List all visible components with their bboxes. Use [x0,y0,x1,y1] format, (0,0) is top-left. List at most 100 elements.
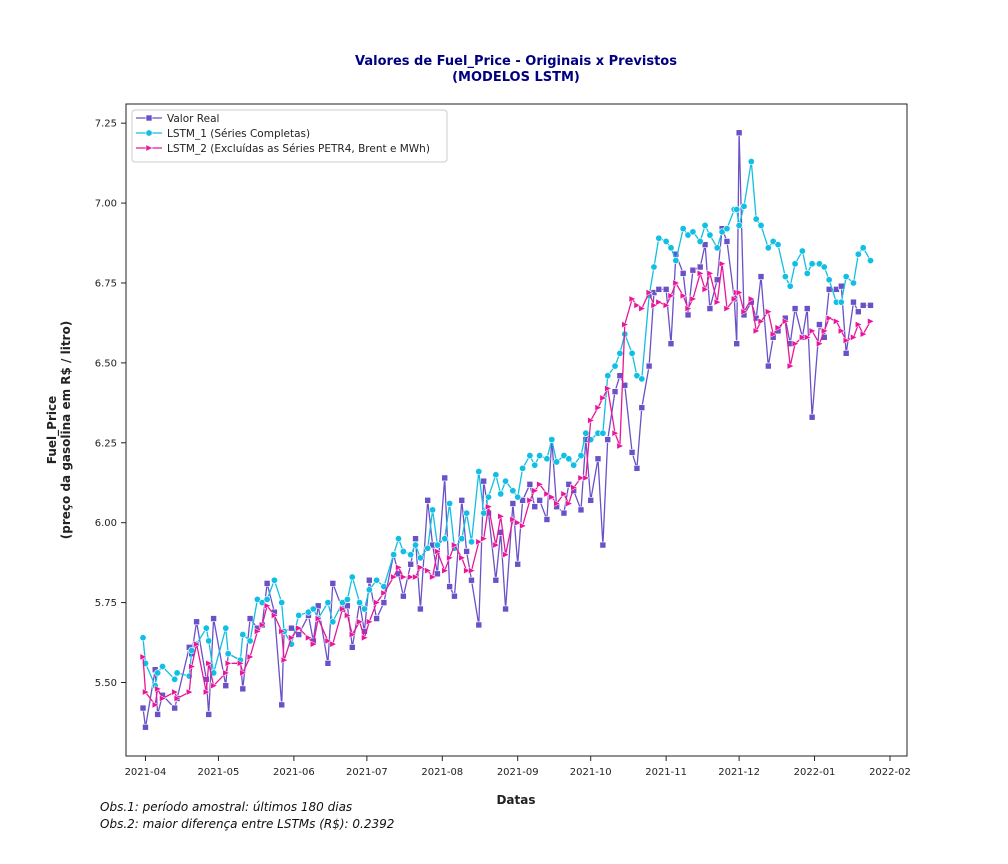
legend-marker [145,114,153,122]
data-point [548,436,556,444]
data-point [531,503,539,511]
data-point [696,263,704,271]
data-point [222,669,230,677]
data-point [645,362,653,370]
data-point [536,452,544,460]
data-point [407,551,415,559]
data-point [433,541,441,549]
data-point [324,599,332,607]
data-point [458,497,466,504]
data-point [633,372,641,380]
data-point [314,614,323,623]
data-point [838,327,846,335]
data-point [803,333,812,341]
data-point [380,599,388,606]
x-tick-label: 2021-12 [718,767,760,778]
data-point [151,701,160,709]
data-point [655,286,663,293]
data-point [765,308,773,316]
data-point [645,288,654,297]
data-point [441,567,449,575]
data-point [205,659,213,667]
data-point [246,637,254,645]
data-point [468,567,476,575]
data-point [859,302,867,309]
data-point [295,611,303,619]
data-point [502,551,510,559]
data-point [842,273,850,281]
data-point [723,225,731,233]
data-point [373,576,381,584]
data-point [786,362,795,370]
legend-item: Valor Real [136,113,219,125]
data-point [324,637,333,645]
data-point [859,244,867,252]
data-point [485,493,493,501]
data-point [798,247,806,255]
data-point [752,215,760,223]
data-point [560,509,568,517]
data-point [849,279,857,287]
data-point [808,327,817,335]
data-point [815,260,823,268]
data-point [446,583,453,590]
data-point [633,465,641,472]
data-point [239,631,247,639]
data-point [480,535,488,543]
data-point [748,295,756,303]
data-point [202,624,210,632]
data-point [502,477,510,485]
data-point [304,608,312,616]
data-point [689,228,697,236]
data-point [173,694,182,703]
x-tick-label: 2021-11 [645,767,687,778]
data-point [628,449,636,456]
data-point [158,663,166,671]
data-point [492,576,500,584]
data-point [733,340,740,348]
data-point [480,477,487,485]
data-point [599,541,607,549]
data-point [701,221,709,229]
data-point [159,694,167,703]
data-point [803,269,811,277]
data-point [278,627,286,635]
x-tick-label: 2021-06 [273,767,315,778]
data-point [655,234,663,242]
data-point [171,704,178,712]
data-point [565,481,573,488]
data-point [782,317,790,325]
data-point [536,497,543,504]
data-point [633,301,642,309]
data-point [463,509,471,517]
data-point [458,554,466,562]
y-tick-label: 6.00 [95,518,117,529]
x-tick-label: 2021-08 [421,767,463,778]
x-tick-label: 2021-05 [198,767,240,778]
data-point [594,404,603,412]
data-point [577,506,585,514]
legend-item: LSTM_1 (Séries Completas) [136,128,310,140]
y-tick-label: 6.75 [95,278,117,289]
data-point [224,650,232,658]
data-point [154,685,162,693]
data-point [582,474,591,482]
x-tick-label: 2021-04 [125,767,167,778]
data-point [565,455,573,463]
data-point [339,605,347,613]
data-point [821,327,829,335]
data-point [424,497,431,504]
data-point [305,634,313,642]
legend-marker [145,144,154,152]
data-point [224,659,233,667]
data-point [701,241,709,248]
data-point [679,225,687,233]
legend-label: LSTM_2 (Excluídas as Séries PETR4, Brent… [167,143,430,155]
data-point [684,231,692,239]
data-point [740,202,748,210]
data-point [417,605,424,613]
data-point [765,362,772,370]
data-point [531,461,539,469]
data-point [696,269,705,277]
data-point [395,563,403,572]
